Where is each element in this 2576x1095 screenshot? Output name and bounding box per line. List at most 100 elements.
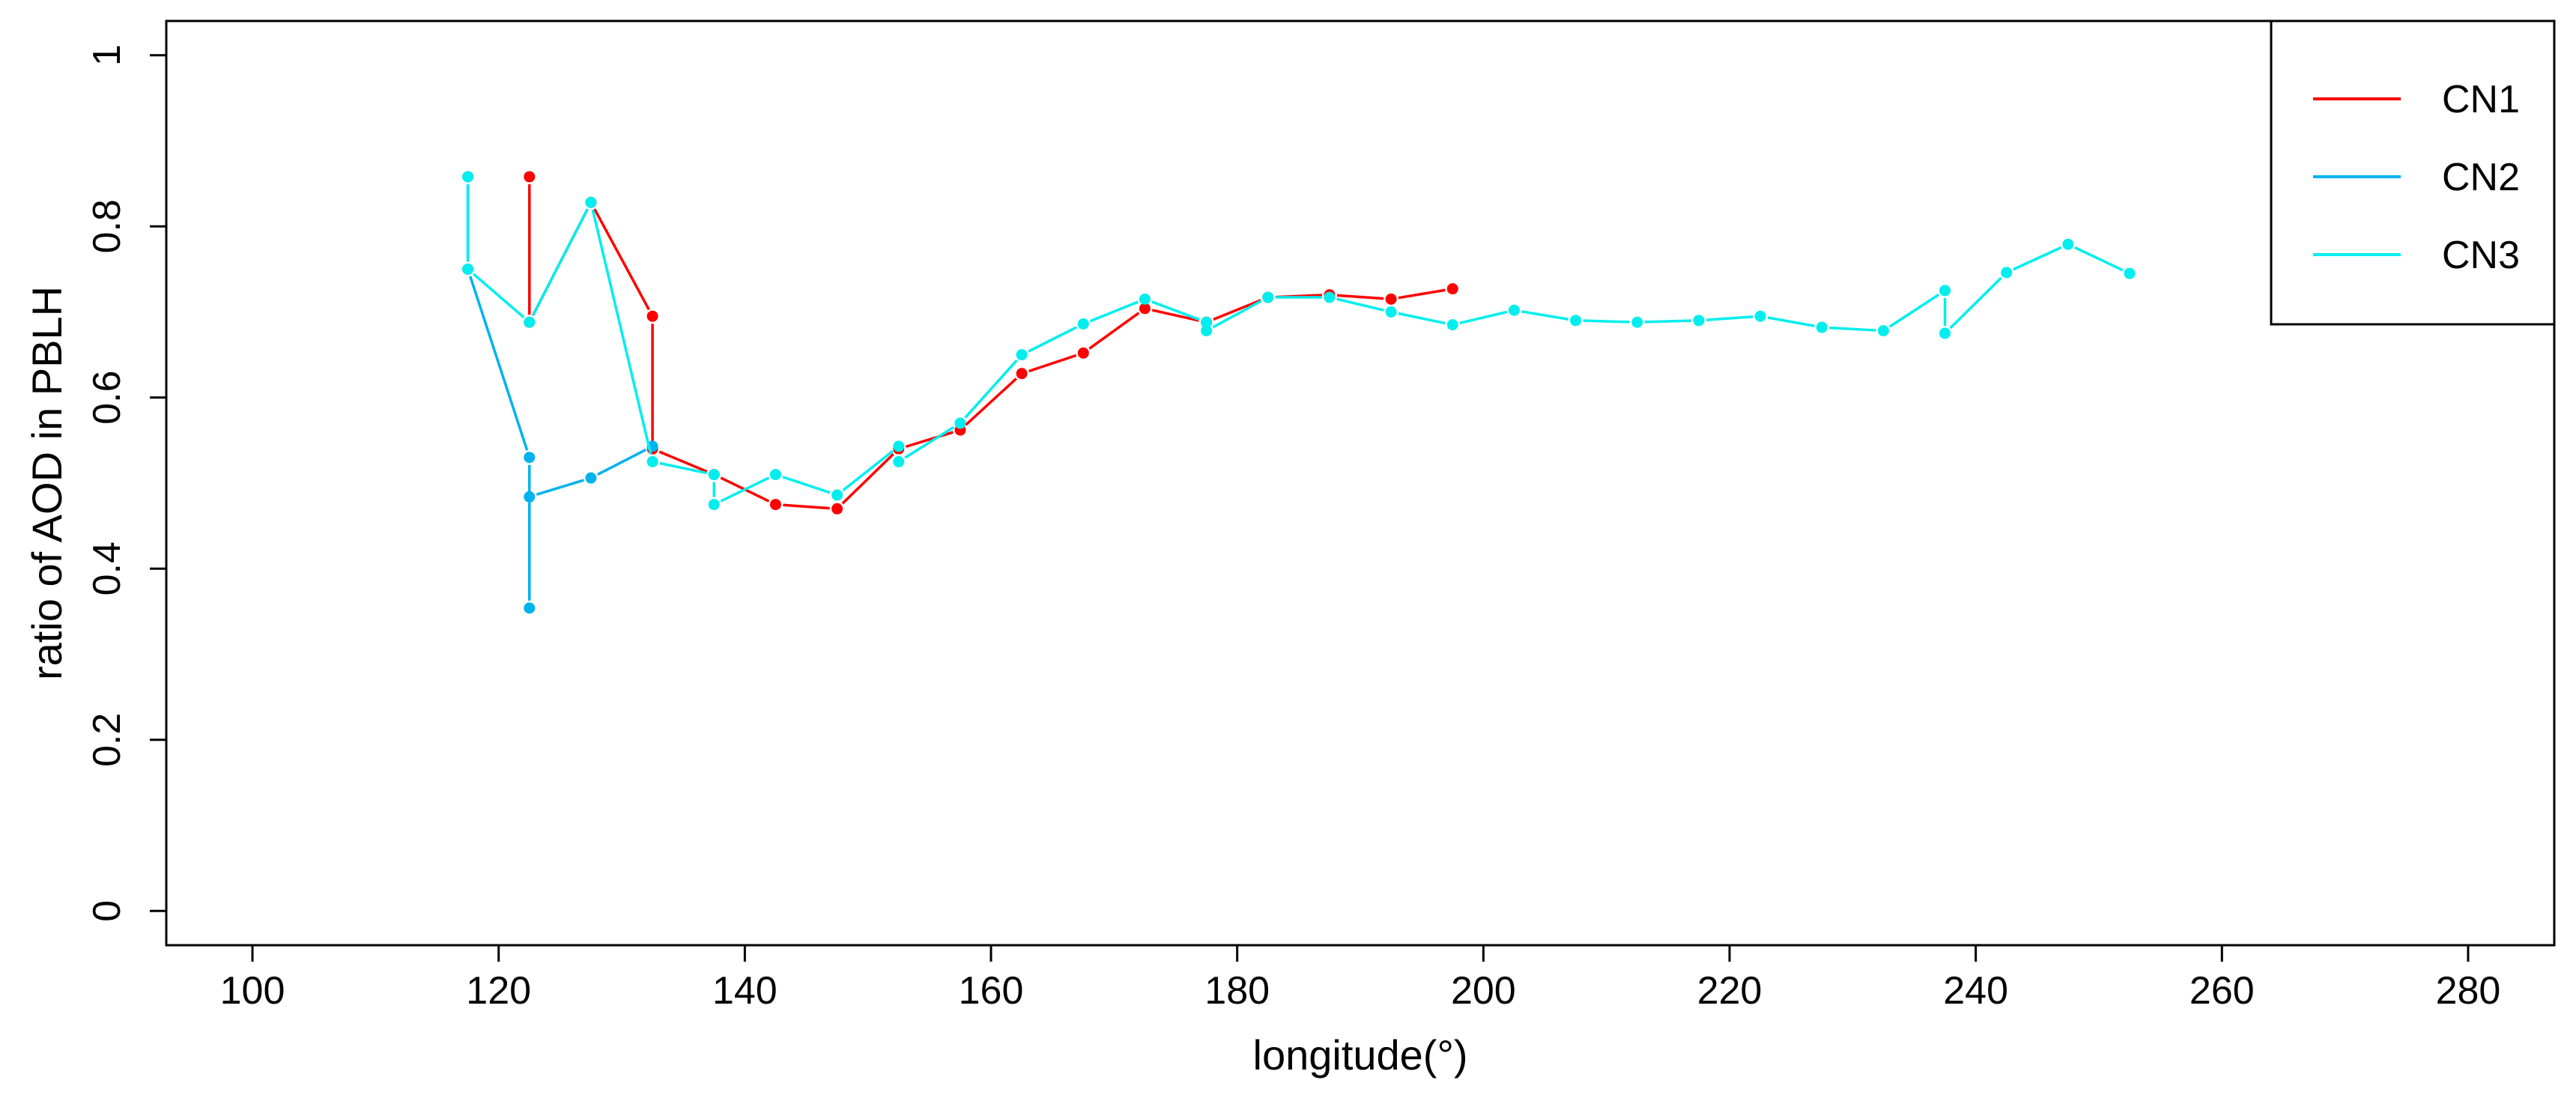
series-line-segment [1644,319,1691,324]
series-line-segment [536,479,584,497]
axes: 100 120 140 160 180 200 220 240 260 280 0 0.2 0.4 0.6… [85,19,2556,1013]
series-line-segment [904,425,955,459]
data-point [831,503,843,515]
data-point [1385,293,1397,305]
series-line-segment [1398,288,1446,300]
data-point [769,499,781,511]
data-point [1939,327,1951,339]
series-line-segment [841,453,894,505]
x-axis-title: longitude(°) [1253,1031,1468,1079]
series-line-segment [1151,309,1200,322]
series-line-segment [1706,315,1754,321]
series-line-segment [783,503,830,510]
series-line-segment [1521,310,1569,321]
series-line-segment [782,476,831,494]
legend-label: CN3 [2442,234,2520,277]
x-tick-label: 160 [959,969,1024,1013]
legend-box [2270,19,2556,326]
y-tick-label: 0.2 [85,713,129,767]
data-point [1693,315,1705,327]
series-line-segment [1336,297,1384,312]
x-tick-label: 220 [1697,969,1763,1013]
data-point [1877,325,1889,337]
series-group [462,171,2136,614]
y-tick-label: 0.8 [85,199,129,253]
series-line-segment [1151,300,1200,321]
series-line-segment [842,449,894,492]
x-tick-label: 260 [2189,969,2255,1013]
series-line-segment [597,448,647,476]
legend-label: CN1 [2442,78,2520,121]
y-tick-label: 0.4 [85,542,129,595]
data-point [1446,319,1458,331]
y-tick-label: 0 [85,900,129,922]
data-point [1385,306,1397,318]
data-point [524,452,536,464]
y-axis-title: ratio of AOD in PBLH [23,286,70,680]
plot-frame [165,19,2556,947]
series-line-segment [593,208,650,311]
series-line-segment [1949,276,2002,330]
data-point [1446,283,1458,295]
data-point [2001,267,2013,279]
series-line-segment [1459,310,1508,325]
data-point [462,263,474,275]
series-line-segment [965,377,1017,426]
x-tick-label: 240 [1943,969,2008,1013]
data-point [646,310,658,322]
series-cn3 [462,171,2136,511]
series-line-segment [469,276,529,451]
data-point [1570,315,1582,327]
series-line-segment [905,431,954,449]
data-point [769,469,781,481]
series-line-segment [1212,300,1262,329]
data-point [1077,318,1089,330]
legend: CN1 CN2 CN3 [2270,19,2556,326]
series-line-segment [591,209,652,455]
data-point [831,489,843,501]
data-point [462,171,474,183]
data-point [524,602,536,614]
series-line-segment [2013,246,2062,271]
data-point [1077,347,1089,359]
data-point [585,472,597,484]
data-point [1139,303,1151,315]
series-line-segment [1398,312,1446,325]
data-point [708,469,720,481]
data-point [1262,291,1274,303]
series-line-segment [964,359,1018,419]
data-point [524,491,536,503]
x-tick-label: 280 [2436,969,2501,1013]
y-tick-label: 1 [85,44,129,66]
data-point [2124,267,2136,279]
series-line-segment [658,450,708,473]
data-point [524,316,536,328]
data-point [1324,291,1336,303]
x-tick-label: 120 [466,969,531,1013]
series-line-segment [1829,326,1876,332]
series-line-segment [659,461,707,475]
data-point [1201,325,1213,337]
series-line-segment [1767,316,1815,327]
y-tick-label: 0.6 [85,371,129,425]
data-point [2062,238,2074,250]
data-point [1016,349,1028,361]
data-point [954,417,966,429]
series-line-segment [1028,326,1078,353]
data-point [1754,310,1766,322]
data-point [1201,316,1213,328]
series-line-segment [473,273,525,318]
series-line-segment [2074,246,2124,272]
series-line-segment [1336,294,1384,300]
series-line-segment [1028,354,1077,373]
data-point [1816,321,1828,333]
series-line-segment [1089,300,1139,323]
x-tick-label: 200 [1451,969,1516,1013]
series-line-segment [1888,293,1940,328]
x-tick-label: 100 [220,969,285,1013]
data-point [893,455,905,467]
series-line-segment [1583,319,1630,324]
series-line-segment [1088,312,1140,350]
